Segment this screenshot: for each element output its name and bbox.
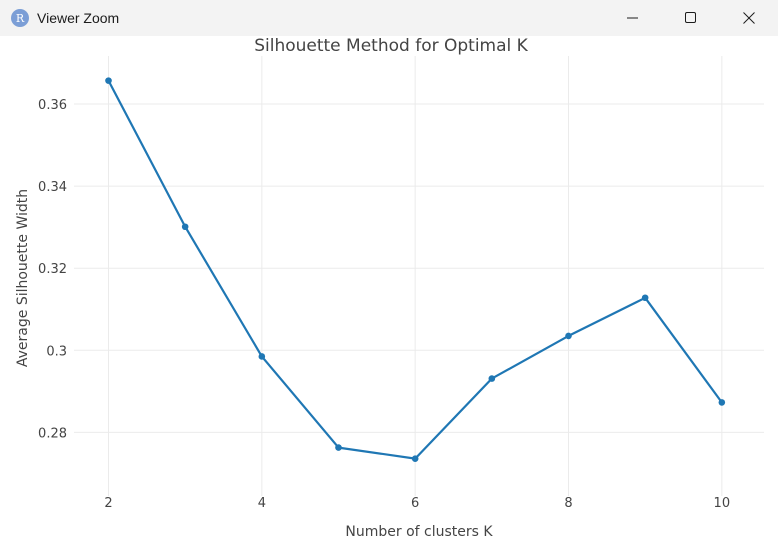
y-tick-label: 0.32 [38,262,67,277]
maximize-button[interactable] [662,0,720,36]
window-titlebar: R Viewer Zoom [0,0,778,36]
window-controls [604,0,778,36]
tick-labels: 0.28 0.3 0.32 0.34 0.36 2 4 6 8 10 [38,98,730,511]
data-point [565,332,572,340]
y-tick-label: 0.36 [38,98,67,113]
data-point [105,77,112,84]
line-chart: 0.28 0.3 0.32 0.34 0.36 2 4 6 8 10 Silhouette Met… [15,36,764,540]
y-axis-label: Average Silhouette Width [15,189,31,367]
data-point [411,455,419,462]
y-tick-label: 0.3 [46,344,67,359]
viewer-content: 0.28 0.3 0.32 0.34 0.36 2 4 6 8 10 Silhouette Met… [0,36,778,540]
x-tick-label: 8 [564,496,572,511]
x-tick-label: 6 [411,496,419,511]
y-tick-label: 0.34 [38,180,67,195]
y-tick-label: 0.28 [38,426,67,441]
data-point [335,444,342,451]
x-tick-label: 2 [104,496,112,511]
r-logo-icon: R [11,9,29,27]
series-layer [105,77,726,462]
maximize-icon [685,12,696,23]
gridlines [74,56,764,496]
x-tick-label: 10 [714,496,731,511]
close-icon [743,12,755,24]
x-tick-label: 4 [258,496,266,511]
data-point [181,223,189,231]
data-point [488,375,496,382]
x-axis-label: Number of clusters K [345,524,493,540]
minimize-button[interactable] [604,0,662,36]
app-icon-letter: R [15,11,25,25]
chart-title: Silhouette Method for Optimal K [254,36,528,56]
window-title: Viewer Zoom [37,10,120,26]
data-point [258,353,266,360]
data-point [718,399,726,406]
minimize-icon [627,17,638,19]
close-button[interactable] [720,0,778,36]
data-point [641,294,649,302]
